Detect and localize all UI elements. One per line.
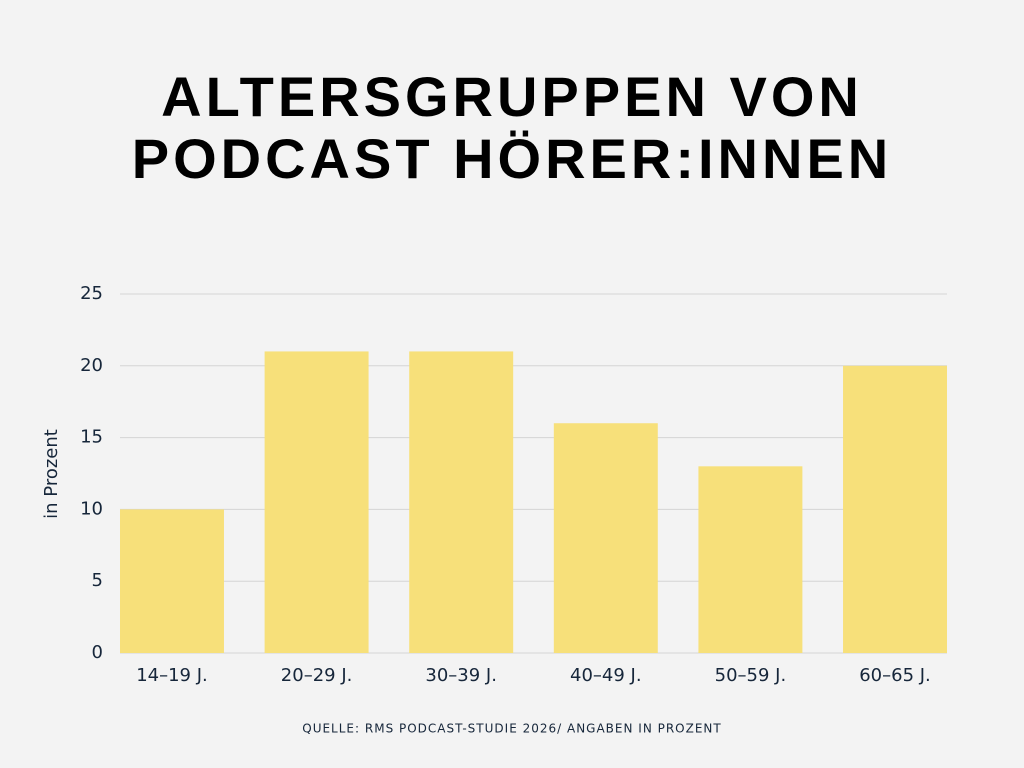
x-tick-label: 14–19 J.	[136, 665, 208, 686]
bar	[120, 509, 224, 653]
y-tick-label: 15	[80, 427, 103, 448]
source-note: QUELLE: RMS PODCAST-STUDIE 2026/ ANGABEN…	[302, 722, 722, 736]
x-tick-label: 20–29 J.	[281, 665, 353, 686]
bar	[843, 365, 947, 653]
x-tick-label: 30–39 J.	[425, 665, 497, 686]
bar	[553, 423, 658, 653]
x-tick-label: 50–59 J.	[715, 665, 787, 686]
y-tick-label: 25	[80, 283, 103, 304]
chart-title: ALTERSGRUPPEN VON PODCAST HÖRER:INNEN	[131, 65, 893, 190]
bar	[409, 351, 514, 653]
x-tick-label: 40–49 J.	[570, 665, 642, 686]
y-tick-label: 10	[80, 498, 103, 519]
y-tick-label: 20	[80, 355, 103, 376]
bar	[698, 466, 803, 653]
y-tick-label: 0	[92, 642, 103, 663]
y-axis-label: in Prozent	[41, 429, 62, 519]
y-tick-label: 5	[92, 570, 103, 591]
bar	[264, 351, 369, 653]
x-tick-label: 60–65 J.	[859, 665, 931, 686]
